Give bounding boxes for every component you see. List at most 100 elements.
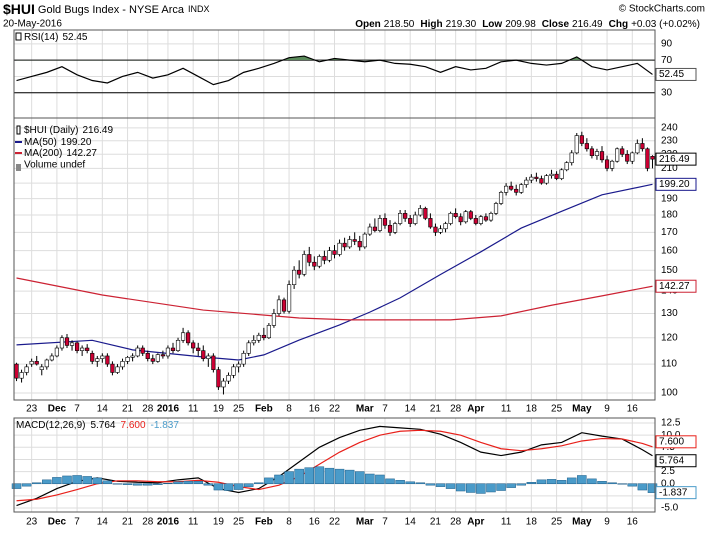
histogram-bar bbox=[173, 481, 183, 484]
legend-value: 142.27 bbox=[66, 148, 97, 159]
candle-body bbox=[246, 342, 251, 354]
y-tick-label: 2.5 bbox=[661, 466, 675, 477]
candle-body bbox=[428, 218, 433, 228]
legend-entry: MA(200) 142.27 bbox=[24, 148, 97, 159]
candle-body bbox=[468, 211, 473, 219]
x-tick-label: 14 bbox=[405, 404, 417, 415]
candle-body bbox=[367, 226, 372, 235]
y-tick-label: 70 bbox=[661, 55, 673, 66]
candle-body bbox=[579, 135, 584, 144]
candle-body bbox=[170, 347, 176, 351]
histogram-bar bbox=[314, 466, 325, 484]
histogram-bar bbox=[324, 467, 335, 484]
legend-name: MA(50) bbox=[24, 137, 57, 148]
histogram-bar bbox=[223, 483, 234, 491]
legend-entry: Volume undef bbox=[24, 160, 85, 171]
candle-body bbox=[488, 213, 494, 221]
y-tick-label: 190 bbox=[661, 193, 678, 204]
candle-body bbox=[175, 339, 181, 351]
x-tick-label: 11 bbox=[188, 404, 199, 415]
candle-body bbox=[413, 214, 418, 224]
legend-entry: MACD(12,26,9) 5.764 7.600 -1.837 bbox=[16, 420, 179, 431]
panel-frame bbox=[13, 29, 656, 119]
histogram-bar bbox=[607, 482, 617, 484]
y-tick-label: 240 bbox=[661, 123, 678, 134]
histogram-bar bbox=[597, 481, 607, 484]
histogram-bar bbox=[385, 478, 395, 484]
candle-body bbox=[95, 358, 100, 362]
candle-body bbox=[498, 192, 504, 204]
quote-label: Close bbox=[542, 19, 570, 30]
y-tick-label: 120 bbox=[661, 332, 678, 343]
histogram-bar bbox=[566, 477, 577, 484]
histogram-bar bbox=[294, 468, 304, 484]
x-tick-label: 8 bbox=[286, 404, 292, 415]
candle-body bbox=[155, 354, 160, 362]
histogram-bar bbox=[102, 480, 113, 484]
candle-body bbox=[221, 380, 226, 388]
x-tick-label: 16 bbox=[627, 517, 639, 528]
legend-entry: $HUI (Daily) 216.49 bbox=[24, 125, 113, 136]
candle-body bbox=[493, 203, 499, 214]
candle-body bbox=[408, 218, 413, 224]
histogram-bar bbox=[395, 480, 405, 484]
histogram-bar bbox=[435, 483, 446, 487]
y-tick-label: 30 bbox=[661, 87, 673, 98]
candle-body bbox=[524, 179, 529, 185]
candle-body bbox=[276, 299, 282, 314]
y-tick-label: 130 bbox=[661, 308, 678, 319]
y-tick-label: 210 bbox=[661, 163, 678, 174]
histogram-bar bbox=[617, 483, 627, 485]
candle-body bbox=[473, 218, 478, 224]
series-line bbox=[16, 429, 653, 502]
histogram-bar bbox=[42, 479, 52, 484]
candle-body bbox=[337, 242, 342, 255]
candle-body bbox=[64, 337, 70, 346]
histogram-bar bbox=[233, 483, 244, 490]
x-tick-label: 25 bbox=[551, 404, 563, 415]
legend-value: 5.764 bbox=[90, 420, 115, 431]
histogram-bar bbox=[546, 479, 557, 484]
histogram-bar bbox=[405, 481, 415, 484]
quote-label: Open bbox=[355, 19, 381, 30]
candle-body bbox=[24, 366, 29, 373]
value-tag bbox=[655, 454, 697, 468]
histogram-bar bbox=[365, 473, 375, 484]
histogram-bar bbox=[274, 474, 284, 484]
histogram-bar bbox=[375, 474, 385, 484]
histogram-bar bbox=[516, 483, 526, 486]
candle-body bbox=[302, 254, 307, 275]
histogram-bar bbox=[21, 483, 32, 487]
symbol: $HUI bbox=[3, 1, 35, 17]
x-tick-label: Apr bbox=[467, 404, 484, 415]
candle-body bbox=[14, 363, 19, 379]
candle-body bbox=[110, 363, 115, 373]
candle-body bbox=[226, 375, 231, 382]
candle-body bbox=[554, 173, 559, 179]
candle-body bbox=[564, 162, 569, 171]
value-tag bbox=[655, 177, 697, 191]
candle-body bbox=[165, 347, 171, 357]
candle-body bbox=[312, 261, 317, 267]
candle-body bbox=[599, 151, 605, 161]
x-tick-label: 18 bbox=[526, 517, 538, 528]
candle-body bbox=[539, 178, 544, 184]
candle-body bbox=[236, 363, 241, 368]
candle-body bbox=[625, 153, 630, 162]
candle-body bbox=[615, 148, 620, 162]
candle-body bbox=[74, 342, 80, 351]
x-tick-label: 9 bbox=[604, 404, 610, 415]
x-tick-label: May bbox=[572, 517, 592, 528]
candle-body bbox=[196, 347, 201, 351]
quote-label: High bbox=[420, 19, 442, 30]
value-tag-label: -1.837 bbox=[659, 487, 688, 498]
value-tag-label: 52.45 bbox=[659, 69, 684, 80]
x-tick-label: 21 bbox=[430, 404, 442, 415]
value-tag-label: 142.27 bbox=[659, 281, 690, 292]
candle-body bbox=[271, 313, 277, 326]
histogram-bar bbox=[92, 477, 103, 484]
x-tick-label: 14 bbox=[97, 517, 109, 528]
candle-body bbox=[544, 175, 549, 184]
x-tick-label: 25 bbox=[233, 404, 245, 415]
histogram-bar bbox=[506, 483, 516, 488]
